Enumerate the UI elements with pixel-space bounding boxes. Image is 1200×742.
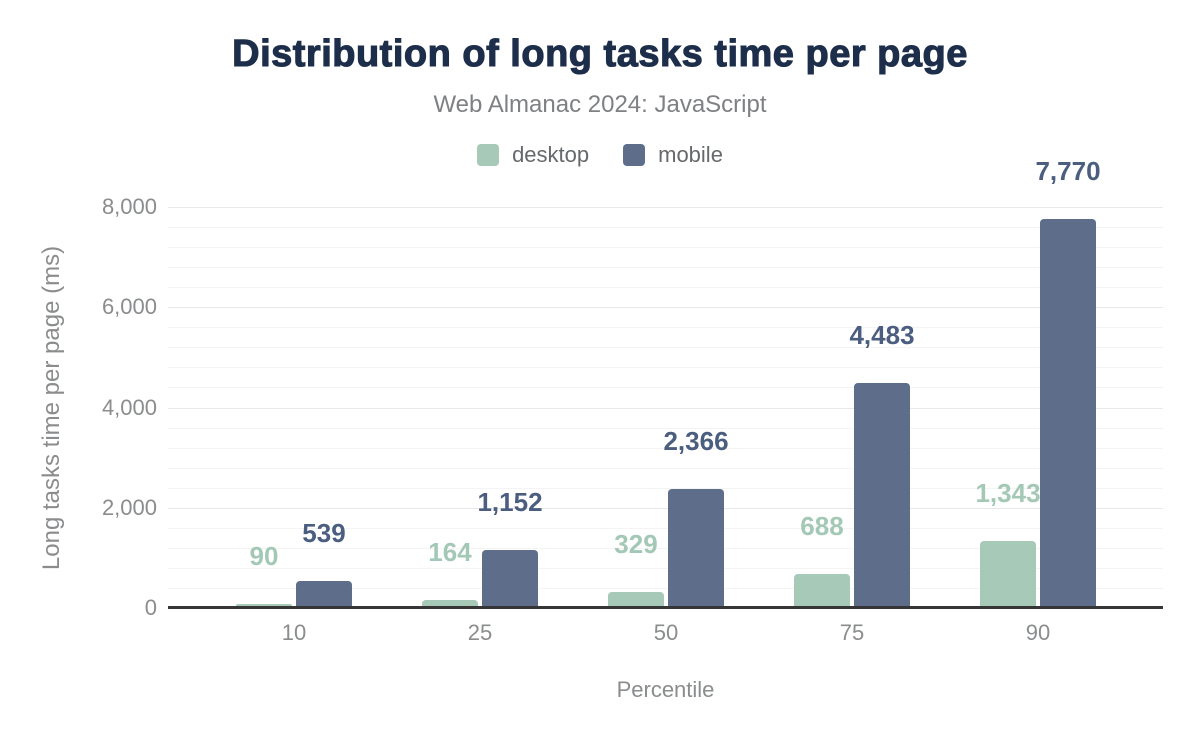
minor-gridline xyxy=(168,367,1163,369)
chart-subtitle: Web Almanac 2024: JavaScript xyxy=(433,91,767,118)
minor-gridline xyxy=(168,427,1163,429)
x-tick-label-75: 75 xyxy=(839,620,865,645)
minor-gridline xyxy=(168,267,1163,269)
value-label-mobile-p50: 2,366 xyxy=(663,426,729,457)
major-gridline xyxy=(168,407,1163,409)
legend: desktop mobile xyxy=(0,142,1200,168)
bar-mobile-p10 xyxy=(296,581,352,608)
legend-label-mobile: mobile xyxy=(658,142,723,167)
minor-gridline xyxy=(168,227,1163,229)
bar-mobile-p75 xyxy=(854,383,910,608)
bar-mobile-p90 xyxy=(1040,218,1096,608)
value-label-desktop-p75: 688 xyxy=(800,510,844,541)
major-gridline xyxy=(168,307,1163,309)
value-label-mobile-p75: 4,483 xyxy=(849,320,915,351)
minor-gridline xyxy=(168,447,1163,449)
minor-gridline xyxy=(168,327,1163,329)
value-label-desktop-p25: 164 xyxy=(428,536,472,567)
minor-gridline xyxy=(168,247,1163,249)
y-tick-label: 0 xyxy=(144,595,157,620)
minor-gridline xyxy=(168,467,1163,469)
x-tick-label-50: 50 xyxy=(653,620,679,645)
bar-desktop-p75 xyxy=(794,573,850,608)
bar-desktop-p10 xyxy=(236,603,292,608)
minor-gridline xyxy=(168,487,1163,489)
x-tick-label-10: 10 xyxy=(281,620,307,645)
major-gridline xyxy=(168,207,1163,208)
bar-desktop-p90 xyxy=(980,540,1036,608)
bar-desktop-p50 xyxy=(608,591,664,608)
legend-swatch-mobile xyxy=(623,144,646,166)
value-label-mobile-p90: 7,770 xyxy=(1035,155,1101,186)
y-tick-label: 2,000 xyxy=(101,494,157,520)
minor-gridline xyxy=(168,547,1163,549)
bar-mobile-p50 xyxy=(668,489,724,608)
y-tick-label: 8,000 xyxy=(101,194,157,219)
minor-gridline xyxy=(168,287,1163,289)
minor-gridline xyxy=(168,347,1163,349)
minor-gridline xyxy=(168,387,1163,389)
x-axis-title: Percentile xyxy=(616,677,715,702)
y-tick-label: 4,000 xyxy=(101,394,157,420)
value-label-mobile-p25: 1,152 xyxy=(477,487,543,518)
bar-mobile-p25 xyxy=(482,550,538,608)
minor-gridline xyxy=(168,567,1163,569)
major-gridline xyxy=(168,507,1163,509)
value-label-desktop-p90: 1,343 xyxy=(975,477,1041,508)
bar-desktop-p25 xyxy=(422,599,478,608)
minor-gridline xyxy=(168,527,1163,529)
value-label-desktop-p50: 329 xyxy=(614,528,658,559)
value-label-desktop-p10: 90 xyxy=(249,540,279,571)
minor-gridline xyxy=(168,587,1163,589)
legend-item-desktop: desktop xyxy=(477,142,589,168)
legend-swatch-desktop xyxy=(477,144,500,166)
legend-label-desktop: desktop xyxy=(512,142,590,167)
value-label-mobile-p10: 539 xyxy=(302,517,346,548)
legend-item-mobile: mobile xyxy=(623,142,723,168)
x-tick-label-25: 25 xyxy=(467,620,493,645)
x-tick-label-90: 90 xyxy=(1025,620,1051,645)
plot-area: 90 164 329 688 1,343 539 1,152 2,366 4,483 7,770 xyxy=(168,158,1163,608)
y-tick-label: 6,000 xyxy=(101,294,157,320)
x-axis-line xyxy=(168,606,1163,609)
chart-title: Distribution of long tasks time per page xyxy=(232,32,968,75)
